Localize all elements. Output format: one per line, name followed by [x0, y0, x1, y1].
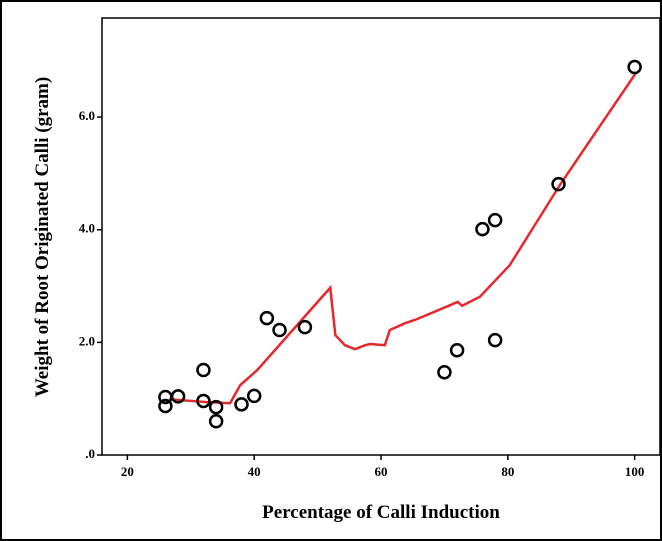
y-tick-label: 4.0 — [79, 221, 95, 236]
data-point — [475, 221, 490, 237]
data-point — [170, 389, 186, 404]
fit-line — [169, 71, 638, 405]
y-tick-label: 2.0 — [79, 333, 95, 348]
data-point — [234, 397, 249, 412]
x-axis-title: Percentage of Calli Induction — [262, 502, 500, 523]
data-point — [208, 399, 224, 415]
x-tick-label: 40 — [248, 464, 261, 479]
data-point — [272, 322, 287, 338]
data-point — [627, 59, 642, 75]
y-axis-title: Weight of Root Originated Calli (gram) — [32, 77, 53, 397]
data-point — [196, 393, 211, 409]
data-point — [208, 413, 224, 429]
data-point — [246, 388, 262, 404]
y-tick-label: 6.0 — [79, 108, 95, 123]
data-point — [196, 362, 211, 378]
x-tick-label: 20 — [121, 464, 134, 479]
data-point — [487, 332, 503, 348]
x-tick-label: 100 — [625, 464, 645, 479]
x-tick-label: 80 — [501, 464, 514, 479]
data-point — [551, 176, 566, 192]
x-tick-label: 60 — [375, 464, 388, 479]
data-point — [437, 364, 452, 380]
y-tick-label: .0 — [85, 446, 95, 461]
data-point — [158, 398, 173, 414]
data-point — [259, 310, 275, 326]
data-point — [487, 212, 503, 228]
data-point — [297, 319, 313, 335]
data-point — [449, 343, 465, 358]
